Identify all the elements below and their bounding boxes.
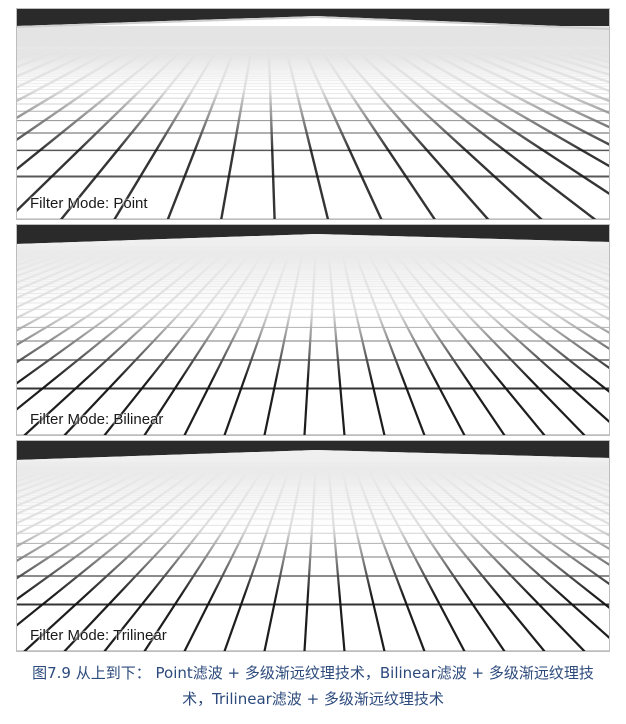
distance-fog xyxy=(16,46,610,220)
grid-render-point xyxy=(16,8,610,220)
caption-line-2: 术，Trilinear滤波 + 多级渐远纹理技术 xyxy=(8,686,618,712)
grid-render-trilinear xyxy=(16,440,610,652)
mode-label-trilinear: Filter Mode: Trilinear xyxy=(30,627,167,644)
panel-bilinear: Filter Mode: Bilinear xyxy=(16,224,610,436)
caption-line-1: 图7.9 从上到下： Point滤波 + 多级渐远纹理技术，Bilinear滤波… xyxy=(8,660,618,686)
figure-caption: 图7.9 从上到下： Point滤波 + 多级渐远纹理技术，Bilinear滤波… xyxy=(8,660,618,712)
panel-point: Filter Mode: Point xyxy=(16,8,610,220)
mode-label-point: Filter Mode: Point xyxy=(30,195,148,212)
distance-fog xyxy=(16,246,610,436)
mode-label-bilinear: Filter Mode: Bilinear xyxy=(30,411,163,428)
figure: Filter Mode: Point Filter Mode: Bilinear… xyxy=(16,8,610,654)
grid-render-bilinear xyxy=(16,224,610,436)
panel-trilinear: Filter Mode: Trilinear xyxy=(16,440,610,652)
distance-fog xyxy=(16,462,610,652)
